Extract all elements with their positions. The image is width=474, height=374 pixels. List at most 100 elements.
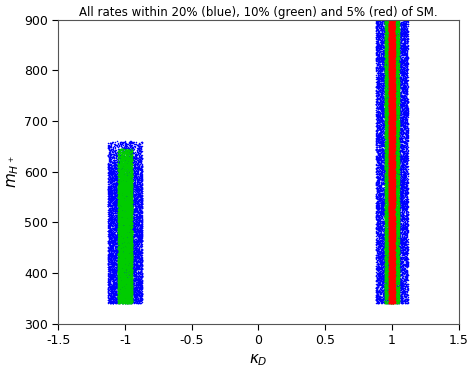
Point <box>120 223 128 229</box>
Point <box>390 202 397 208</box>
Point <box>382 177 389 183</box>
Point <box>382 66 390 72</box>
Point <box>386 298 394 304</box>
Point <box>388 120 395 126</box>
Point <box>389 213 397 219</box>
Point <box>390 242 397 248</box>
Point <box>126 162 133 168</box>
Point <box>382 64 389 70</box>
Point <box>386 201 393 207</box>
Point <box>390 134 398 140</box>
Point <box>383 103 391 109</box>
Point <box>390 135 397 141</box>
Point <box>403 160 411 166</box>
Point <box>390 172 398 178</box>
Point <box>384 251 392 257</box>
Point <box>389 44 396 50</box>
Point <box>390 79 397 85</box>
Point <box>390 134 397 140</box>
Point <box>120 260 128 266</box>
Point <box>400 270 407 276</box>
Point <box>114 297 122 303</box>
Point <box>393 210 401 216</box>
Point <box>401 58 408 64</box>
Point <box>114 245 122 251</box>
Point <box>132 273 140 279</box>
Point <box>387 296 395 302</box>
Point <box>384 95 392 101</box>
Point <box>383 183 390 189</box>
Point <box>393 207 401 213</box>
Point <box>385 133 392 139</box>
Point <box>126 216 133 222</box>
Point <box>390 106 398 112</box>
Point <box>392 82 399 88</box>
Point <box>117 231 125 237</box>
Point <box>114 209 122 215</box>
Point <box>129 202 137 208</box>
Point <box>382 93 390 99</box>
Point <box>386 178 393 184</box>
Point <box>117 292 125 298</box>
Point <box>389 89 396 95</box>
Point <box>400 182 407 188</box>
Point <box>386 143 393 149</box>
Point <box>112 232 119 238</box>
Point <box>383 49 391 55</box>
Point <box>387 274 395 280</box>
Point <box>123 211 131 217</box>
Point <box>384 31 392 37</box>
Point <box>381 137 388 143</box>
Point <box>395 247 403 253</box>
Point <box>384 26 392 32</box>
Point <box>392 22 400 28</box>
Point <box>390 217 397 223</box>
Point <box>385 151 393 157</box>
Point <box>400 158 408 164</box>
Point <box>378 139 385 145</box>
Point <box>391 140 398 145</box>
Point <box>124 248 132 254</box>
Point <box>387 144 395 150</box>
Point <box>390 22 398 28</box>
Point <box>399 128 406 134</box>
Point <box>393 86 401 92</box>
Point <box>381 84 389 90</box>
Point <box>385 90 393 96</box>
Point <box>118 244 126 250</box>
Point <box>389 229 397 235</box>
Point <box>383 284 391 290</box>
Point <box>104 201 111 207</box>
Point <box>402 259 410 265</box>
Point <box>390 148 398 154</box>
Point <box>117 261 124 267</box>
Point <box>386 129 394 135</box>
Point <box>399 200 407 206</box>
Point <box>378 156 385 162</box>
Point <box>385 177 392 183</box>
Point <box>374 41 382 47</box>
Point <box>387 294 395 300</box>
Point <box>109 273 117 279</box>
Point <box>106 277 114 283</box>
Point <box>397 236 405 242</box>
Point <box>381 265 389 271</box>
Point <box>388 293 395 299</box>
Point <box>388 234 395 240</box>
Point <box>393 293 401 299</box>
Point <box>403 269 410 275</box>
Point <box>115 272 122 278</box>
Point <box>385 129 392 135</box>
Point <box>126 199 133 205</box>
Point <box>390 124 397 130</box>
Point <box>385 37 393 43</box>
Point <box>116 159 124 165</box>
Point <box>395 245 403 251</box>
Point <box>391 80 399 86</box>
Point <box>382 281 390 287</box>
Point <box>383 267 391 273</box>
Point <box>388 283 396 289</box>
Point <box>128 207 135 213</box>
Point <box>375 231 383 237</box>
Point <box>137 269 144 275</box>
